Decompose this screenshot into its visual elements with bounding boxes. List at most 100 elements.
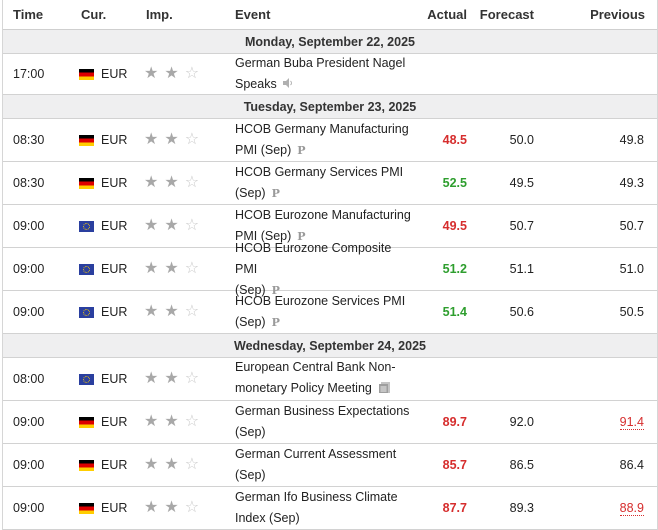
previous-value: 49.3 [620, 176, 644, 190]
event-row[interactable]: 09:00 EUR ★ ★ ☆ HCOB Eurozone Services PMI (Se… [3, 291, 657, 334]
event-row[interactable]: 09:00 EUR ★ ★ ☆ HCOB Eurozone Composite PMI (S… [3, 241, 657, 297]
star-filled-icon: ★ [144, 413, 159, 430]
event-row[interactable]: 08:00 EUR ★ ★ ☆ European Central Bank Non-mon… [3, 358, 657, 401]
previous-value-text: 50.5 [619, 305, 644, 319]
event-time: 17:00 [13, 67, 45, 81]
germany-flag-icon [79, 502, 94, 514]
header-event: Event [235, 7, 271, 22]
previous-value-text: 88.9 [619, 501, 644, 516]
event-name-line2: (Sep) [235, 468, 266, 482]
previous-value-text: 50.7 [619, 219, 644, 233]
forecast-value: 50.0 [509, 133, 534, 147]
previous-value-text: 91.4 [619, 415, 644, 430]
event-name-line2: Speaks [235, 77, 277, 91]
star-empty-icon: ☆ [184, 456, 200, 473]
day-label: Monday, September 22, 2025 [245, 34, 415, 49]
header-importance: Imp. [146, 7, 173, 22]
event-name-line1: German Buba President Nagel [235, 56, 406, 70]
currency-label: EUR [101, 262, 128, 276]
currency-label: EUR [101, 415, 128, 429]
event-row[interactable]: 17:00 EUR ★ ★ ☆ German Buba President Nagel Sp… [3, 54, 657, 95]
importance-stars: ★ ★ ☆ [144, 414, 205, 430]
star-filled-icon: ★ [164, 260, 179, 277]
event-row[interactable]: 09:00 EUR ★ ★ ☆ German Ifo Business Climate In… [3, 487, 657, 530]
star-empty-icon: ☆ [184, 174, 200, 191]
germany-flag-icon [79, 177, 94, 189]
star-empty-icon: ☆ [184, 217, 200, 234]
event-name[interactable]: German Business Expectations (Sep) [235, 401, 415, 443]
header-time: Time [13, 7, 44, 22]
star-empty-icon: ☆ [184, 131, 200, 148]
header-forecast: Forecast [479, 7, 534, 22]
day-label: Tuesday, September 23, 2025 [243, 99, 417, 114]
germany-flag-icon [79, 416, 94, 428]
event-name[interactable]: German Buba President Nagel Speaks [235, 53, 415, 95]
event-name[interactable]: HCOB Germany Manufacturing PMI (Sep) P [235, 119, 415, 161]
event-row[interactable]: 09:00 EUR ★ ★ ☆ German Business Expectations (… [3, 401, 657, 444]
previous-value-text: 49.3 [619, 176, 644, 190]
star-filled-icon: ★ [144, 303, 159, 320]
currency-cell: EUR [79, 262, 127, 276]
event-name[interactable]: HCOB Eurozone Services PMI (Sep) P [235, 291, 415, 333]
currency-cell: EUR [79, 176, 127, 190]
forecast-value: 51.1 [509, 262, 534, 276]
event-name-line1: HCOB Germany Services PMI [235, 165, 404, 179]
actual-value: 87.7 [442, 501, 467, 515]
event-time: 08:30 [13, 133, 45, 147]
importance-stars: ★ ★ ☆ [144, 304, 205, 320]
event-name[interactable]: HCOB Eurozone Composite PMI (Sep) P [235, 238, 415, 301]
currency-cell: EUR [79, 219, 127, 233]
event-name[interactable]: German Current Assessment (Sep) [235, 444, 415, 486]
currency-cell: EUR [79, 67, 127, 81]
forecast-value: 86.5 [509, 458, 534, 472]
previous-value-text: 49.8 [619, 133, 644, 147]
event-time: 09:00 [13, 305, 45, 319]
event-row[interactable]: 08:30 EUR ★ ★ ☆ HCOB Germany Manufacturing PMI… [3, 119, 657, 162]
actual-value: 48.5 [442, 133, 467, 147]
star-empty-icon: ☆ [184, 260, 200, 277]
event-name-line2: (Sep) [235, 186, 266, 200]
event-name-line2: Index (Sep) [235, 511, 300, 525]
event-row[interactable]: 08:30 EUR ★ ★ ☆ HCOB Germany Services PMI (Sep… [3, 162, 657, 205]
event-name-line1: European Central Bank Non- [235, 360, 396, 374]
importance-stars: ★ ★ ☆ [144, 175, 205, 191]
previous-value[interactable]: 88.9 [619, 501, 644, 516]
star-filled-icon: ★ [144, 131, 159, 148]
event-name-line1: HCOB Eurozone Services PMI [235, 294, 406, 308]
star-filled-icon: ★ [164, 65, 179, 82]
importance-stars: ★ ★ ☆ [144, 371, 205, 387]
star-filled-icon: ★ [164, 499, 179, 516]
event-row[interactable]: 09:00 EUR ★ ★ ☆ HCOB Eurozone Manufacturing PM… [3, 205, 657, 248]
event-time: 09:00 [13, 501, 45, 515]
event-name[interactable]: HCOB Eurozone Manufacturing PMI (Sep) P [235, 205, 415, 247]
star-filled-icon: ★ [144, 65, 159, 82]
currency-label: EUR [101, 458, 128, 472]
header-previous: Previous [590, 7, 645, 22]
day-header: Wednesday, September 24, 2025 [3, 334, 657, 358]
star-empty-icon: ☆ [184, 370, 200, 387]
currency-label: EUR [101, 372, 128, 386]
event-name[interactable]: German Ifo Business Climate Index (Sep) [235, 487, 415, 529]
forecast-value: 50.7 [509, 219, 534, 233]
star-filled-icon: ★ [144, 260, 159, 277]
previous-value[interactable]: 91.4 [619, 415, 644, 430]
star-filled-icon: ★ [164, 413, 179, 430]
forecast-value: 49.5 [509, 176, 534, 190]
actual-value: 49.5 [442, 219, 467, 233]
currency-cell: EUR [79, 305, 127, 319]
previous-value: 86.4 [620, 458, 644, 472]
star-empty-icon: ☆ [184, 303, 200, 320]
event-name-line2: monetary Policy Meeting [235, 381, 372, 395]
eu-flag-icon [79, 373, 94, 385]
preliminary-icon: P [271, 316, 280, 329]
event-name-line1: HCOB Germany Manufacturing [235, 122, 409, 136]
previous-value-text: 86.4 [619, 458, 644, 472]
star-filled-icon: ★ [144, 217, 159, 234]
star-filled-icon: ★ [144, 174, 159, 191]
event-name[interactable]: HCOB Germany Services PMI (Sep) P [235, 162, 415, 204]
event-name[interactable]: European Central Bank Non-monetary Polic… [235, 357, 415, 401]
actual-value: 85.7 [442, 458, 467, 472]
event-row[interactable]: 09:00 EUR ★ ★ ☆ German Current Assessment (Sep… [3, 444, 657, 487]
star-filled-icon: ★ [164, 370, 179, 387]
